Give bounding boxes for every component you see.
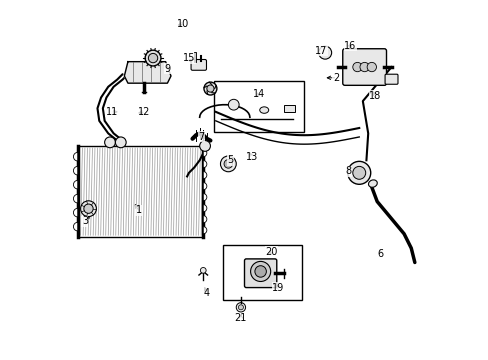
Circle shape bbox=[220, 156, 236, 172]
Circle shape bbox=[81, 201, 96, 217]
Wedge shape bbox=[73, 180, 78, 189]
Text: 5: 5 bbox=[226, 155, 233, 165]
Wedge shape bbox=[203, 149, 206, 157]
Text: 20: 20 bbox=[264, 247, 277, 257]
Circle shape bbox=[83, 204, 93, 213]
Circle shape bbox=[347, 161, 370, 184]
Bar bbox=[78, 146, 203, 237]
Wedge shape bbox=[73, 222, 78, 231]
Wedge shape bbox=[73, 208, 78, 217]
Bar bbox=[284, 105, 294, 112]
Circle shape bbox=[104, 137, 115, 148]
Text: 11: 11 bbox=[105, 107, 118, 117]
Wedge shape bbox=[203, 194, 206, 201]
Text: 12: 12 bbox=[138, 107, 150, 117]
Text: 16: 16 bbox=[344, 41, 356, 50]
Bar bbox=[214, 81, 303, 132]
Text: 7: 7 bbox=[198, 132, 204, 142]
Text: 21: 21 bbox=[234, 313, 246, 323]
Circle shape bbox=[224, 159, 232, 168]
Circle shape bbox=[250, 261, 270, 282]
FancyBboxPatch shape bbox=[191, 59, 206, 70]
Circle shape bbox=[359, 62, 368, 72]
Wedge shape bbox=[203, 183, 206, 190]
Polygon shape bbox=[124, 62, 171, 83]
Text: 15: 15 bbox=[183, 53, 195, 63]
Circle shape bbox=[145, 50, 161, 66]
Text: 8: 8 bbox=[345, 166, 351, 176]
Circle shape bbox=[318, 46, 331, 59]
Circle shape bbox=[254, 266, 266, 277]
Circle shape bbox=[115, 137, 126, 148]
FancyBboxPatch shape bbox=[244, 259, 276, 288]
Circle shape bbox=[352, 166, 365, 179]
FancyBboxPatch shape bbox=[342, 49, 386, 85]
Circle shape bbox=[238, 305, 243, 310]
Circle shape bbox=[203, 82, 217, 95]
Wedge shape bbox=[203, 204, 206, 212]
Circle shape bbox=[200, 267, 206, 273]
Circle shape bbox=[199, 140, 210, 151]
Circle shape bbox=[366, 62, 376, 72]
Wedge shape bbox=[73, 152, 78, 161]
Ellipse shape bbox=[368, 180, 377, 187]
Text: 3: 3 bbox=[81, 216, 88, 226]
Text: 17: 17 bbox=[315, 46, 327, 56]
Text: 4: 4 bbox=[203, 288, 209, 298]
Text: 2: 2 bbox=[332, 73, 338, 83]
Text: 14: 14 bbox=[252, 89, 264, 99]
Wedge shape bbox=[203, 226, 206, 234]
Circle shape bbox=[352, 62, 362, 72]
Text: 10: 10 bbox=[177, 19, 189, 29]
Wedge shape bbox=[203, 161, 206, 168]
Text: 9: 9 bbox=[164, 64, 170, 74]
Text: 18: 18 bbox=[368, 91, 381, 101]
Text: 13: 13 bbox=[245, 152, 257, 162]
Circle shape bbox=[206, 85, 214, 92]
Text: 6: 6 bbox=[377, 248, 383, 258]
Wedge shape bbox=[203, 216, 206, 223]
Circle shape bbox=[236, 303, 245, 312]
Circle shape bbox=[148, 53, 158, 63]
Text: 19: 19 bbox=[272, 283, 284, 293]
Wedge shape bbox=[73, 194, 78, 203]
Bar bbox=[223, 244, 301, 300]
FancyBboxPatch shape bbox=[384, 74, 397, 84]
Circle shape bbox=[228, 99, 239, 110]
Wedge shape bbox=[203, 172, 206, 179]
Wedge shape bbox=[73, 166, 78, 175]
Text: 1: 1 bbox=[135, 206, 142, 216]
Ellipse shape bbox=[259, 107, 268, 113]
